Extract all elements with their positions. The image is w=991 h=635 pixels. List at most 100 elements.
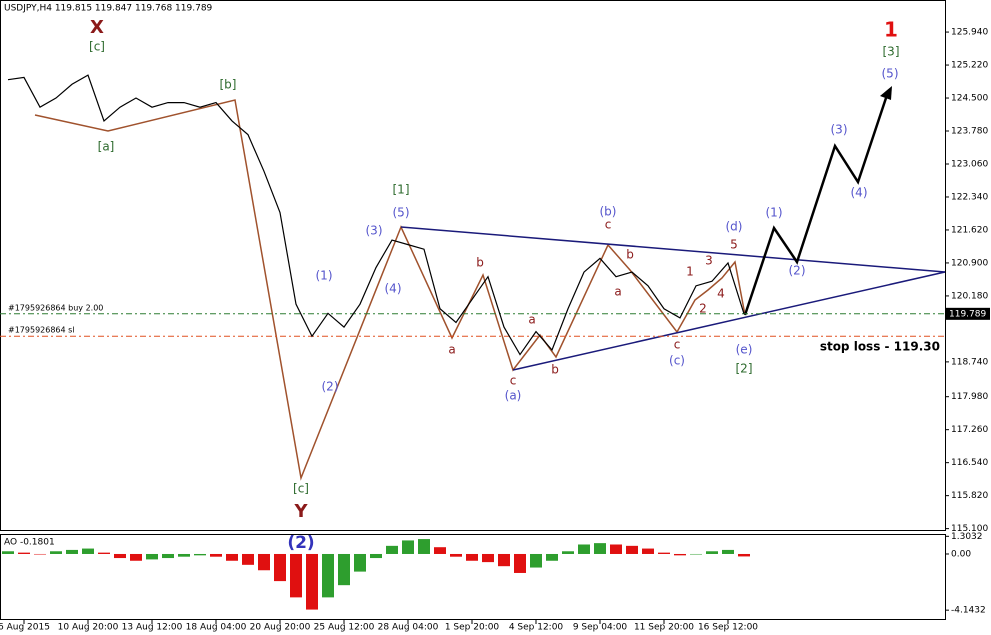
- y-tick-label: 125.940: [951, 28, 988, 38]
- wave-label: 4: [717, 287, 725, 301]
- y-tick-label: 122.340: [951, 192, 988, 202]
- wave-label: c: [605, 218, 612, 232]
- x-tick-label: 4 Sep 12:00: [509, 623, 564, 633]
- wave-label: 2: [699, 302, 707, 316]
- y-tick-label: 118.740: [951, 357, 988, 367]
- wave-label: (4): [385, 282, 402, 296]
- ao-bar: [66, 549, 78, 554]
- wave-label: (e): [736, 343, 753, 357]
- order-label: #1795926864 sl: [8, 326, 75, 335]
- ao-bar: [338, 553, 350, 586]
- x-tick-label: 13 Aug 12:00: [122, 623, 183, 633]
- ao-bar: [482, 553, 494, 563]
- ao-bar: [562, 551, 574, 554]
- wave-label: (5): [882, 67, 899, 81]
- wave-label: (d): [726, 220, 743, 234]
- x-tick-label: 18 Aug 04:00: [186, 623, 247, 633]
- wave-label: a: [528, 313, 535, 327]
- ao-bar: [418, 539, 430, 554]
- ao-bar: [306, 553, 318, 610]
- ao-bar: [82, 548, 94, 554]
- ao-bar: [178, 553, 190, 557]
- ao-bar: [738, 553, 750, 557]
- ao-tick-label: -4.1432: [951, 606, 986, 616]
- wave-label: (3): [831, 123, 848, 137]
- ao-bar: [402, 540, 414, 554]
- indicator-frame: [0, 534, 946, 620]
- wave-label: X: [90, 17, 104, 38]
- price-tag-bg: [946, 307, 990, 320]
- x-tick-label: 20 Aug 20:00: [250, 623, 311, 633]
- y-tick-label: 120.180: [951, 291, 988, 301]
- ao-bar: [34, 553, 46, 555]
- wave-label: 1: [884, 18, 898, 42]
- ao-bar: [258, 553, 270, 571]
- ao-bar: [50, 551, 62, 554]
- y-tick-label: 117.980: [951, 392, 988, 402]
- y-tick-label: 123.060: [951, 159, 988, 169]
- ao-bar: [610, 544, 622, 554]
- stop-loss-label: stop loss - 119.30: [820, 340, 940, 354]
- ao-bar: [18, 552, 30, 554]
- ao-bar: [658, 552, 670, 554]
- order-label: #1795926864 buy 2.00: [8, 303, 103, 312]
- indicator-title: AO -0.1801: [4, 538, 55, 548]
- x-tick-label: 6 Aug 2015: [0, 623, 50, 633]
- ao-bar: [242, 553, 254, 565]
- wave-label: (1): [766, 206, 783, 220]
- ao-bar: [434, 547, 446, 554]
- wave-label: a: [448, 343, 455, 357]
- ao-bar: [690, 553, 702, 555]
- wave-label: [1]: [393, 183, 410, 197]
- price-line: [7, 74, 745, 356]
- chart-title: USDJPY,H4 119.815 119.847 119.768 119.78…: [4, 4, 213, 14]
- x-tick-label: 11 Sep 20:00: [634, 623, 694, 633]
- wave-label: b: [551, 363, 559, 377]
- x-tick-label: 10 Aug 20:00: [58, 623, 119, 633]
- wave-label: c: [510, 374, 517, 388]
- y-tick-label: 123.780: [951, 127, 988, 137]
- ao-tick-label: 0.00: [951, 549, 971, 559]
- wave-label: (2): [287, 533, 314, 553]
- ao-bar: [2, 551, 14, 554]
- ao-bar: [722, 549, 734, 554]
- ao-bar: [450, 553, 462, 557]
- y-tick-label: 115.100: [951, 524, 988, 534]
- ao-bar: [210, 553, 222, 557]
- wave-label: 5: [730, 238, 738, 252]
- ao-bar: [226, 553, 238, 561]
- wave-label: (3): [366, 224, 383, 238]
- y-tick-label: 124.500: [951, 94, 988, 104]
- ao-bar: [162, 553, 174, 559]
- wave-label: [c]: [89, 40, 105, 54]
- wave-label: b: [626, 248, 634, 262]
- triangle-lower: [512, 271, 946, 371]
- ao-bar: [594, 543, 606, 554]
- ao-bar: [466, 553, 478, 561]
- ao-bar: [370, 553, 382, 559]
- ao-bar: [498, 553, 510, 567]
- ao-bar: [146, 553, 158, 560]
- ao-bar: [354, 553, 366, 572]
- wave-label: [a]: [98, 140, 115, 154]
- projection-arrow: [880, 86, 892, 100]
- x-tick-label: 28 Aug 04:00: [378, 623, 439, 633]
- ao-bar: [322, 553, 334, 598]
- ao-bar: [578, 544, 590, 554]
- ao-bar: [626, 545, 638, 554]
- wave-label: (c): [669, 354, 685, 368]
- y-tick-label: 115.820: [951, 491, 988, 501]
- wave-label: (2): [789, 264, 806, 278]
- wave-label: [b]: [220, 78, 237, 92]
- ao-bar: [98, 552, 110, 554]
- price-frame: [0, 0, 946, 531]
- wave-label: b: [476, 256, 484, 270]
- ao-bar: [274, 553, 286, 582]
- y-tick-label: 117.260: [951, 425, 988, 435]
- ao-bar: [386, 545, 398, 554]
- ao-bar: [642, 548, 654, 554]
- wave-label: (4): [851, 186, 868, 200]
- wave-label: 1: [686, 265, 694, 279]
